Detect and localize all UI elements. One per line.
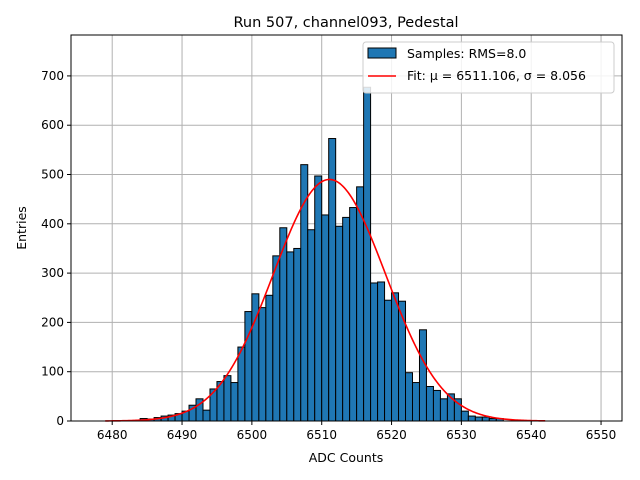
- histogram-bar: [405, 372, 413, 422]
- histogram-bar: [460, 410, 469, 422]
- histogram-bar: [370, 282, 379, 422]
- histogram-bar: [244, 311, 253, 422]
- histogram-bar: [391, 292, 400, 422]
- histogram-bar: [202, 409, 211, 422]
- x-tick-label: 6480: [97, 428, 128, 442]
- histogram-bar: [384, 299, 393, 422]
- histogram-bar: [265, 294, 274, 422]
- legend-swatch-samples: [367, 47, 397, 59]
- x-tick-label: 6510: [306, 428, 337, 442]
- fit-curve: [105, 178, 546, 422]
- histogram-bar: [321, 214, 330, 422]
- histogram-bar: [356, 186, 365, 422]
- x-tick-label: 6500: [237, 428, 268, 442]
- histogram-bars: [139, 86, 504, 422]
- histogram-bar: [335, 225, 344, 422]
- legend-label-fit: Fit: μ = 6511.106, σ = 8.056: [407, 68, 586, 83]
- axis-ticks: 6480 6490 6500 6510 6520 6530 6540 6550 0 100 200 3…: [41, 69, 616, 442]
- histogram-bar: [432, 389, 441, 422]
- plot-frame: [70, 34, 623, 422]
- x-tick-label: 6550: [586, 428, 617, 442]
- histogram-bar: [481, 416, 490, 422]
- histogram-bar: [342, 216, 351, 422]
- histogram-bar: [314, 175, 323, 422]
- histogram-bar: [439, 398, 448, 422]
- y-tick-label: 200: [41, 315, 64, 329]
- x-tick-label: 6540: [516, 428, 547, 442]
- histogram-bar: [363, 86, 372, 422]
- legend: Samples: RMS=8.0 Fit: μ = 6511.106, σ = …: [362, 41, 615, 94]
- y-tick-label: 600: [41, 118, 64, 132]
- histogram-bar: [307, 229, 316, 422]
- x-tick-label: 6520: [376, 428, 407, 442]
- histogram-bar: [418, 329, 427, 422]
- histogram-bar: [293, 247, 302, 422]
- histogram-bar: [474, 416, 483, 422]
- histogram-bar: [377, 281, 386, 422]
- y-axis-label: Entries: [14, 206, 29, 250]
- y-tick-label: 500: [41, 168, 64, 182]
- y-tick-label: 300: [41, 266, 64, 280]
- y-tick-label: 700: [41, 69, 64, 83]
- histogram-bar: [425, 385, 434, 422]
- histogram-bar: [398, 300, 407, 422]
- x-tick-label: 6530: [446, 428, 477, 442]
- x-axis-label: ADC Counts: [309, 450, 384, 465]
- histogram-bar: [411, 382, 420, 422]
- histogram-bar: [237, 346, 246, 422]
- y-tick-label: 400: [41, 217, 64, 231]
- histogram-bar: [230, 382, 239, 422]
- chart-title: Run 507, channel093, Pedestal: [233, 15, 458, 31]
- legend-label-samples: Samples: RMS=8.0: [407, 46, 526, 61]
- x-tick-label: 6490: [167, 428, 198, 442]
- histogram-bar: [467, 415, 476, 422]
- histogram-bar: [258, 307, 267, 422]
- histogram-bar: [286, 251, 295, 422]
- y-tick-label: 0: [56, 414, 64, 428]
- histogram-bar: [272, 255, 281, 422]
- histogram-bar: [223, 375, 232, 422]
- histogram-bar: [349, 207, 358, 422]
- y-tick-label: 100: [41, 365, 64, 379]
